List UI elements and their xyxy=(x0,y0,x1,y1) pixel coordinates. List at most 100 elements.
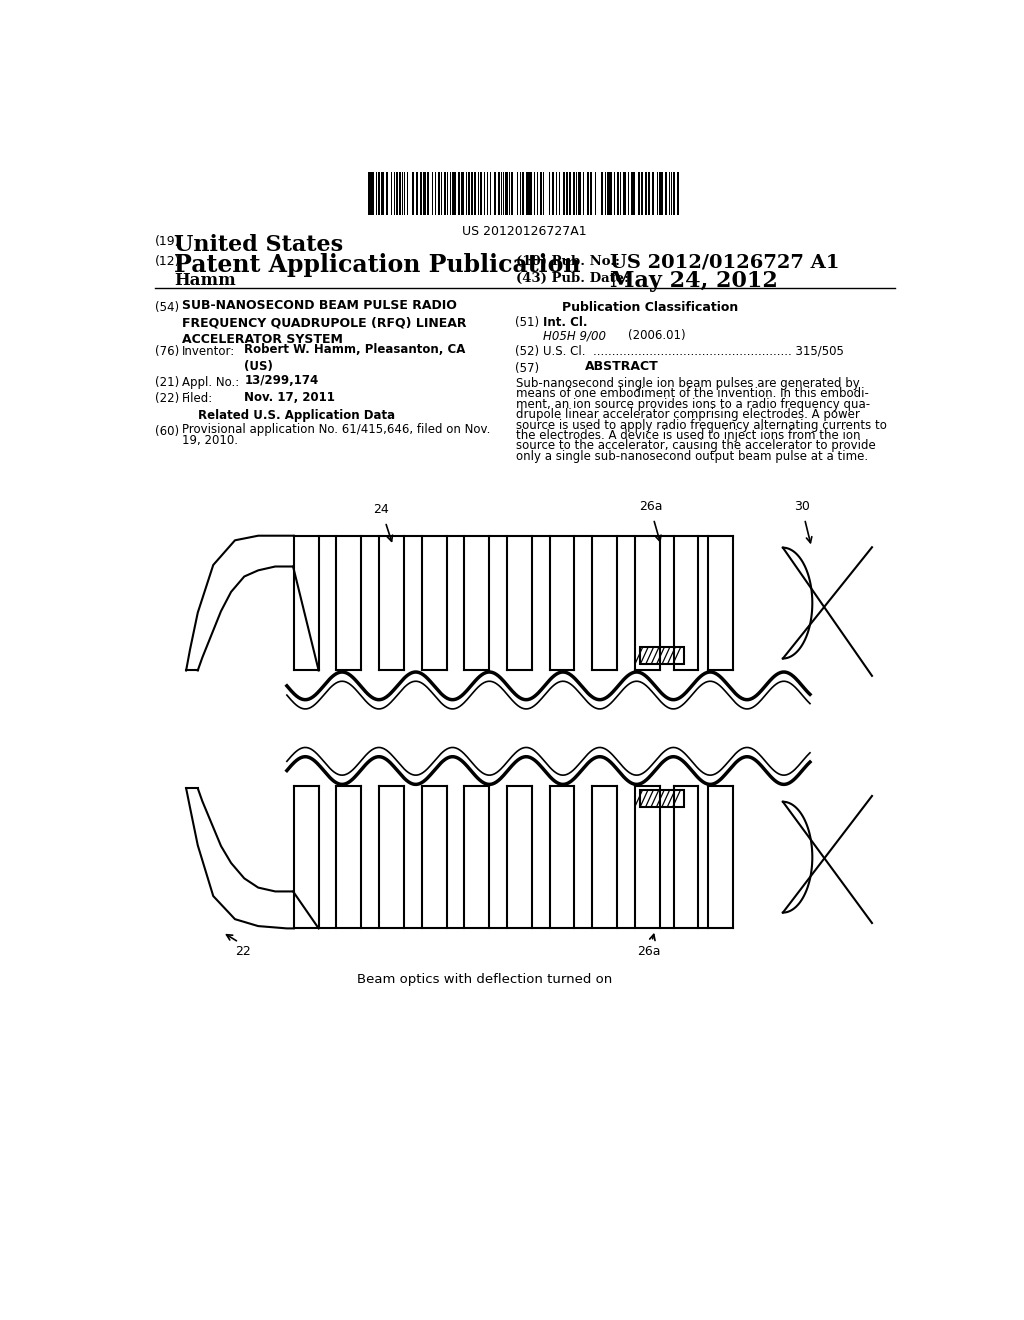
Bar xyxy=(609,173,611,215)
Text: ..................................................... 315/505: ........................................… xyxy=(593,345,844,358)
Bar xyxy=(386,173,388,215)
Bar xyxy=(423,173,426,215)
Text: Inventor:: Inventor: xyxy=(182,345,236,358)
Text: SUB-NANOSECOND BEAM PULSE RADIO
FREQUENCY QUADRUPOLE (RFQ) LINEAR
ACCELERATOR SY: SUB-NANOSECOND BEAM PULSE RADIO FREQUENC… xyxy=(182,300,467,346)
Bar xyxy=(501,173,503,215)
Text: US 20120126727A1: US 20120126727A1 xyxy=(463,226,587,239)
Text: (21): (21) xyxy=(155,376,179,388)
Bar xyxy=(641,173,643,215)
Text: (57): (57) xyxy=(515,362,540,375)
Text: Provisional application No. 61/415,646, filed on Nov.: Provisional application No. 61/415,646, … xyxy=(182,424,490,437)
Text: (51): (51) xyxy=(515,317,540,329)
Text: Filed:: Filed: xyxy=(182,392,213,405)
Text: 22: 22 xyxy=(234,945,251,958)
Bar xyxy=(509,173,510,215)
Bar xyxy=(552,173,554,215)
Bar xyxy=(640,789,684,807)
Bar xyxy=(579,173,581,215)
Bar xyxy=(521,173,524,215)
Bar xyxy=(486,173,488,215)
Bar xyxy=(624,173,626,215)
Bar xyxy=(394,173,395,215)
Text: the electrodes. A device is used to inject ions from the ion: the electrodes. A device is used to inje… xyxy=(515,429,860,442)
Bar xyxy=(403,173,406,215)
Bar xyxy=(372,173,374,215)
Text: (54): (54) xyxy=(155,301,179,314)
Text: H05H 9/00: H05H 9/00 xyxy=(543,330,605,342)
Text: (60): (60) xyxy=(155,425,179,438)
Text: Appl. No.:: Appl. No.: xyxy=(182,376,240,388)
Bar xyxy=(566,173,568,215)
Bar xyxy=(458,173,461,215)
Text: Patent Application Publication: Patent Application Publication xyxy=(174,253,581,277)
Text: United States: United States xyxy=(174,234,344,256)
Bar xyxy=(660,173,663,215)
Bar xyxy=(506,173,508,215)
Bar xyxy=(628,173,630,215)
Bar xyxy=(474,173,476,215)
Bar xyxy=(466,173,467,215)
Bar xyxy=(427,173,429,215)
Text: (10) Pub. No.:: (10) Pub. No.: xyxy=(515,255,620,268)
Text: (52): (52) xyxy=(515,345,540,358)
Bar xyxy=(677,173,679,215)
Text: (22): (22) xyxy=(155,392,179,405)
Text: means of one embodiment of the invention. In this embodi-: means of one embodiment of the invention… xyxy=(515,388,868,400)
Text: Beam optics with deflection turned on: Beam optics with deflection turned on xyxy=(356,973,612,986)
Bar xyxy=(494,173,496,215)
Text: Related U.S. Application Data: Related U.S. Application Data xyxy=(198,409,395,422)
Text: US 2012/0126727 A1: US 2012/0126727 A1 xyxy=(610,253,840,271)
Bar xyxy=(665,173,667,215)
Text: May 24, 2012: May 24, 2012 xyxy=(610,271,778,292)
Bar xyxy=(483,173,485,215)
Text: drupole linear accelerator comprising electrodes. A power: drupole linear accelerator comprising el… xyxy=(515,408,859,421)
Bar xyxy=(569,173,571,215)
Text: (76): (76) xyxy=(155,345,179,358)
Text: (2006.01): (2006.01) xyxy=(628,330,685,342)
Bar xyxy=(563,173,565,215)
Text: (12): (12) xyxy=(155,255,180,268)
Bar xyxy=(590,173,592,215)
Bar xyxy=(381,173,384,215)
Bar xyxy=(587,173,589,215)
Bar xyxy=(498,173,500,215)
Bar xyxy=(656,173,658,215)
Text: 24: 24 xyxy=(374,503,389,516)
Text: Robert W. Hamm, Pleasanton, CA
(US): Robert W. Hamm, Pleasanton, CA (US) xyxy=(245,343,466,374)
Text: only a single sub-nanosecond output beam pulse at a time.: only a single sub-nanosecond output beam… xyxy=(515,450,867,463)
Bar xyxy=(396,173,397,215)
Bar xyxy=(529,173,531,215)
Text: Sub-nanosecond single ion beam pulses are generated by: Sub-nanosecond single ion beam pulses ar… xyxy=(515,378,859,391)
Bar xyxy=(540,173,542,215)
Bar xyxy=(438,173,440,215)
Bar xyxy=(444,173,445,215)
Bar xyxy=(455,173,456,215)
Bar xyxy=(399,173,400,215)
Bar xyxy=(607,173,608,215)
Text: ABSTRACT: ABSTRACT xyxy=(586,360,659,374)
Text: 30: 30 xyxy=(795,499,810,512)
Bar xyxy=(417,173,418,215)
Bar xyxy=(477,173,479,215)
Bar xyxy=(489,173,492,215)
Text: (43) Pub. Date:: (43) Pub. Date: xyxy=(515,272,629,285)
Text: Publication Classification: Publication Classification xyxy=(562,301,738,314)
Bar xyxy=(468,173,470,215)
Text: U.S. Cl.: U.S. Cl. xyxy=(543,345,585,358)
Bar xyxy=(645,173,647,215)
Text: Nov. 17, 2011: Nov. 17, 2011 xyxy=(245,391,335,404)
Bar xyxy=(640,647,684,664)
Bar xyxy=(480,173,482,215)
Text: 26a: 26a xyxy=(637,945,660,958)
Bar xyxy=(617,173,620,215)
Text: 26a: 26a xyxy=(639,499,663,512)
Bar xyxy=(633,173,635,215)
Bar xyxy=(461,173,464,215)
Bar xyxy=(631,173,633,215)
Bar xyxy=(450,173,452,215)
Bar xyxy=(559,173,560,215)
Bar xyxy=(638,173,640,215)
Bar xyxy=(601,173,603,215)
Text: source to the accelerator, causing the accelerator to provide: source to the accelerator, causing the a… xyxy=(515,440,876,453)
Bar xyxy=(471,173,473,215)
